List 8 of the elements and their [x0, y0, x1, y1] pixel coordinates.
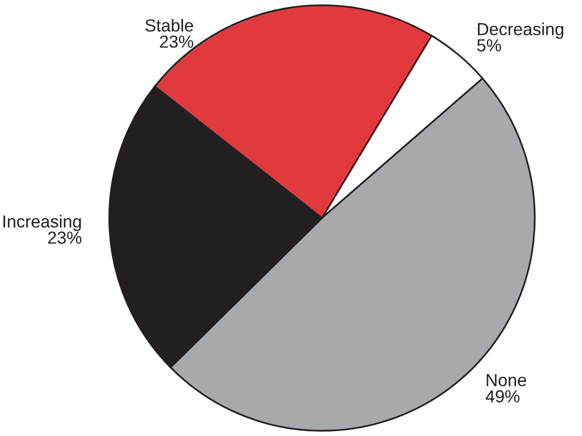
slice-label: Stable	[145, 18, 194, 32]
data-label: 23%	[48, 232, 82, 244]
data-label: 49%	[486, 390, 520, 402]
slice-label: Increasing	[3, 214, 81, 232]
data-label: 23%	[160, 36, 194, 48]
slice-label: Decreasing	[478, 22, 564, 39]
data-label: 5%	[477, 39, 501, 52]
slice-label: None	[486, 374, 526, 386]
